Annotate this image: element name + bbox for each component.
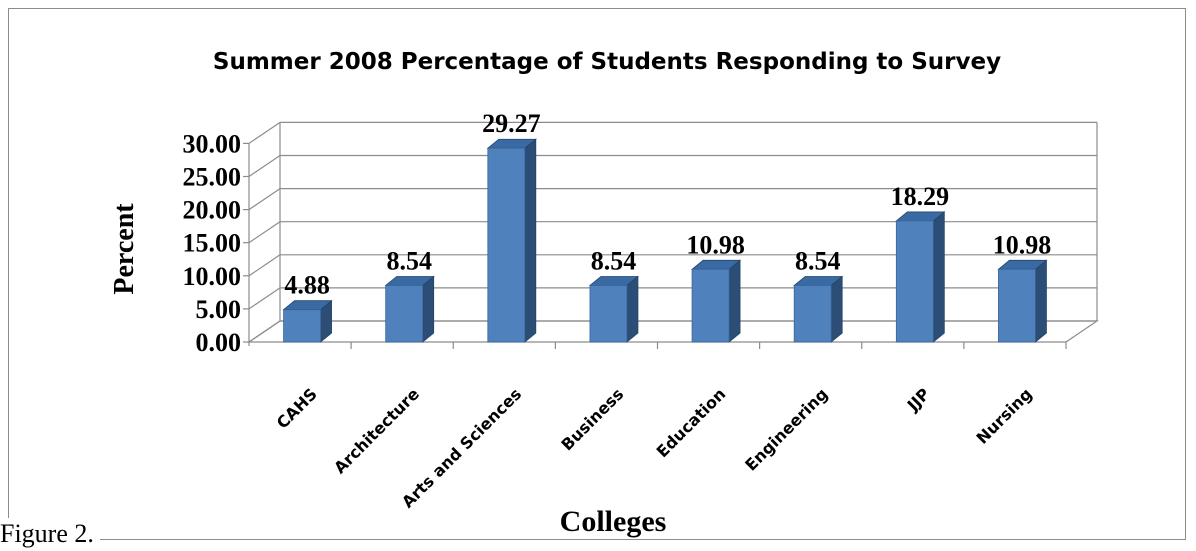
bar	[588, 275, 640, 343]
data-label: 18.29	[891, 182, 950, 211]
bar	[997, 259, 1048, 343]
data-label: 29.27	[482, 109, 541, 138]
x-tick-label: Architecture	[330, 384, 423, 477]
bar	[384, 275, 435, 343]
chart-container: Summer 2008 Percentage of Students Respo…	[8, 8, 1186, 540]
data-label: 10.98	[993, 230, 1052, 259]
x-tick-label: Education	[653, 384, 730, 461]
data-label: 8.54	[386, 246, 432, 275]
y-tick-label: 15.00	[183, 229, 242, 258]
chart-floor	[247, 320, 1099, 343]
data-label: 4.88	[284, 271, 330, 300]
y-tick-label: 10.00	[183, 262, 242, 291]
bar-chart: Summer 2008 Percentage of Students Respo…	[109, 49, 1099, 538]
x-tick-label: Nursing	[972, 384, 1035, 447]
y-tick-label: 20.00	[183, 196, 242, 225]
bar	[793, 275, 844, 343]
gridline	[248, 121, 1097, 144]
bar	[282, 299, 333, 343]
x-tick-label: CAHS	[273, 384, 321, 432]
y-axis-label: Percent	[109, 203, 140, 295]
bar	[486, 138, 537, 343]
gridline	[248, 287, 1097, 310]
gridline	[248, 154, 1097, 177]
x-tick-label: Engineering	[741, 384, 831, 474]
gridline	[248, 221, 1097, 244]
gridline	[248, 254, 1097, 277]
x-axis-label: Colleges	[560, 505, 667, 538]
bar	[895, 211, 946, 343]
y-tick-label: 25.00	[183, 163, 242, 192]
data-label: 8.54	[795, 246, 841, 275]
data-label: 10.98	[686, 230, 745, 259]
gridline	[248, 320, 1097, 343]
figure-caption: Figure 2.	[0, 518, 100, 550]
x-tick-label: JJP	[903, 384, 934, 415]
x-tick-label: Business	[557, 384, 627, 454]
data-label: 8.54	[591, 246, 637, 275]
y-tick-label: 0.00	[196, 328, 242, 357]
chart-title: Summer 2008 Percentage of Students Respo…	[213, 49, 1001, 75]
bar	[690, 259, 742, 343]
gridline	[248, 188, 1097, 211]
y-tick-label: 30.00	[183, 129, 242, 158]
y-tick-label: 5.00	[196, 295, 242, 324]
